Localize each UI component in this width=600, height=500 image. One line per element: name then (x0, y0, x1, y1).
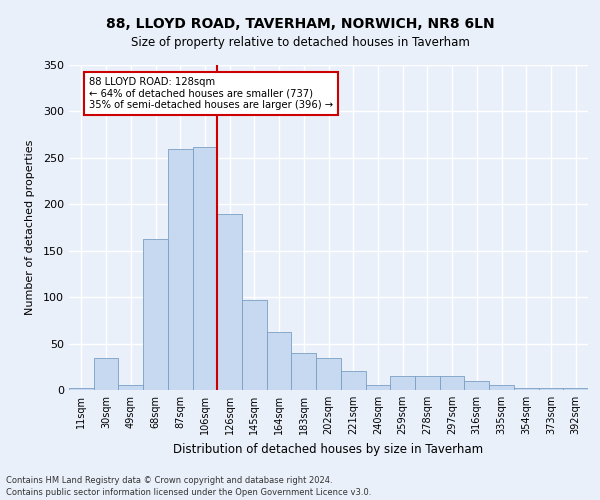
Text: 88 LLOYD ROAD: 128sqm
← 64% of detached houses are smaller (737)
35% of semi-det: 88 LLOYD ROAD: 128sqm ← 64% of detached … (89, 77, 333, 110)
Text: Size of property relative to detached houses in Taverham: Size of property relative to detached ho… (131, 36, 469, 49)
Bar (390, 376, 415, 390)
Text: Contains public sector information licensed under the Open Government Licence v3: Contains public sector information licen… (6, 488, 371, 497)
Bar (464, 380, 489, 390)
Y-axis label: Number of detached properties: Number of detached properties (25, 140, 35, 315)
Bar (168, 148, 193, 390)
Bar (143, 238, 168, 390)
Bar (69, 388, 94, 390)
Text: Contains HM Land Registry data © Crown copyright and database right 2024.: Contains HM Land Registry data © Crown c… (6, 476, 332, 485)
Text: 88, LLOYD ROAD, TAVERHAM, NORWICH, NR8 6LN: 88, LLOYD ROAD, TAVERHAM, NORWICH, NR8 6… (106, 18, 494, 32)
Bar (563, 388, 588, 390)
Bar (193, 146, 217, 390)
Bar (316, 358, 341, 390)
X-axis label: Distribution of detached houses by size in Taverham: Distribution of detached houses by size … (173, 442, 484, 456)
Bar (242, 300, 267, 390)
Bar (267, 332, 292, 390)
Bar (94, 358, 118, 390)
Bar (118, 386, 143, 390)
Bar (489, 386, 514, 390)
Bar (539, 388, 563, 390)
Bar (514, 388, 539, 390)
Bar (217, 214, 242, 390)
Bar (415, 376, 440, 390)
Bar (292, 353, 316, 390)
Bar (440, 376, 464, 390)
Bar (341, 372, 365, 390)
Bar (365, 386, 390, 390)
